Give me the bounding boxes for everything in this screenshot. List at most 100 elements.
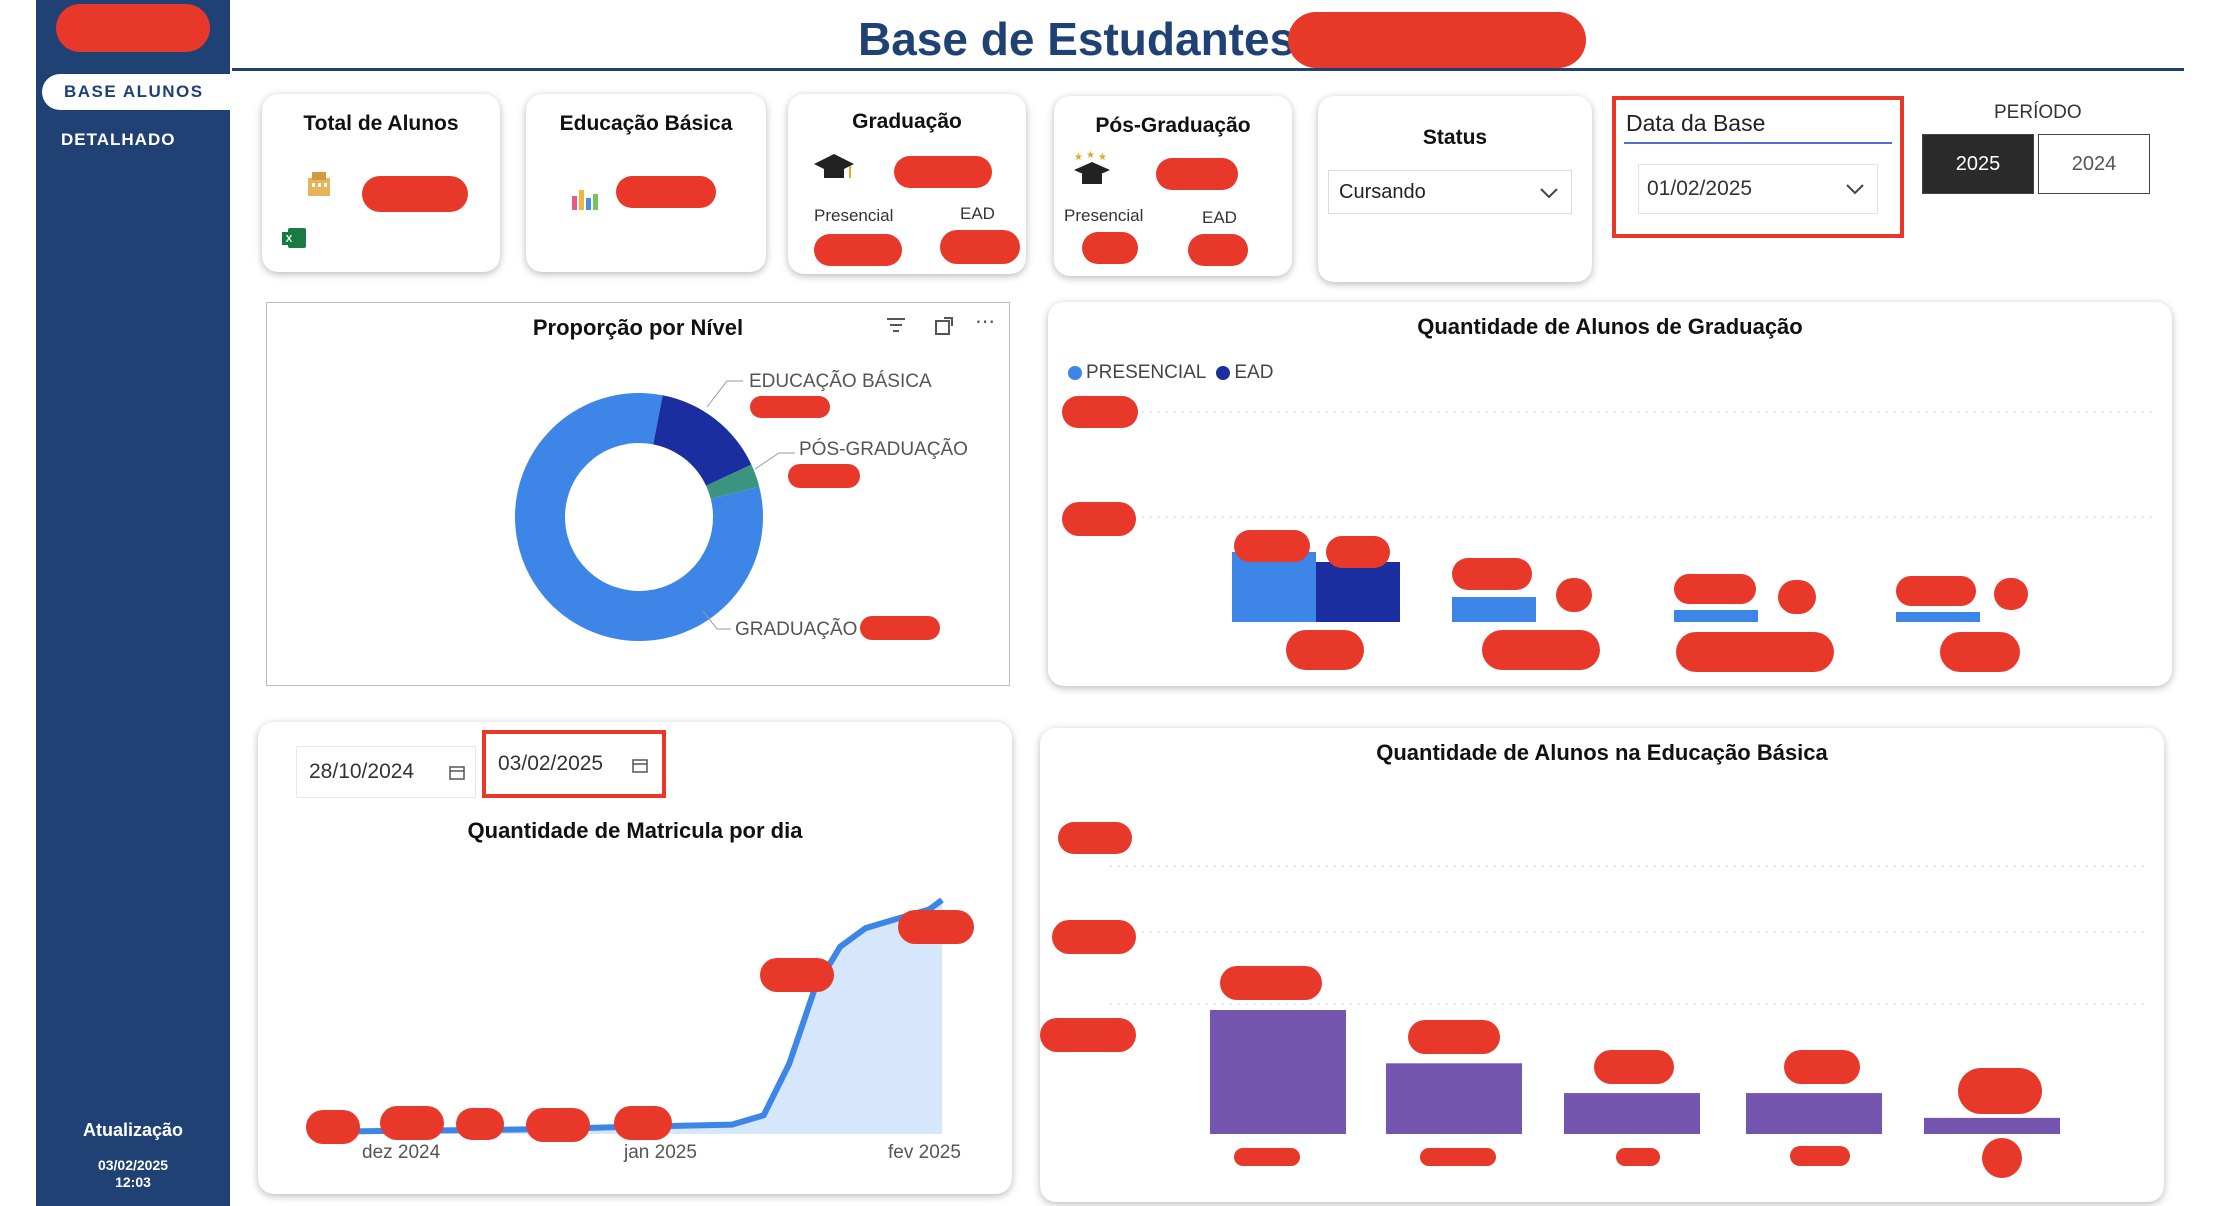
redacted-value (750, 396, 830, 418)
x-tick-jan: jan 2025 (624, 1142, 697, 1163)
redacted-value (1896, 576, 1976, 606)
svg-text:★: ★ (1074, 152, 1083, 163)
redacted-logo (56, 4, 210, 52)
redacted-category (1420, 1148, 1496, 1166)
sidebar (36, 0, 230, 1206)
redacted-value (1778, 580, 1816, 614)
status-slicer: Status (1318, 96, 1592, 282)
redacted-axis-value (1058, 822, 1132, 854)
redacted-value (380, 1106, 444, 1140)
svg-text:★: ★ (1098, 152, 1107, 163)
date-value: 01/02/2025 (1647, 177, 1753, 200)
redacted-category (1286, 630, 1364, 670)
bar-basica (1386, 1063, 1522, 1134)
update-time: 12:03 (115, 1174, 151, 1190)
redacted-value (898, 910, 974, 944)
redacted-value (940, 230, 1020, 264)
redacted-category (1676, 632, 1834, 672)
area-fill (318, 900, 942, 1134)
redacted-value (1594, 1050, 1674, 1084)
sidebar-item-detalhado[interactable]: DETALHADO (61, 130, 176, 149)
page-title: Base de Estudantes (858, 13, 1296, 65)
graduacao-chart-title: Quantidade de Alunos de Graduação (1417, 314, 1803, 339)
svg-text:X: X (286, 234, 293, 245)
kpi-title-total: Total de Alunos (303, 112, 459, 135)
redacted-value (1556, 578, 1592, 612)
redacted-value (306, 1110, 360, 1144)
redacted-category (1234, 1148, 1300, 1166)
redacted-axis-value (1062, 502, 1136, 536)
redacted-value (1784, 1050, 1860, 1084)
redacted-value (1234, 530, 1310, 562)
redacted-value (1082, 232, 1138, 264)
graduation-cap-stars-icon: ★ ★ ★ (1074, 150, 1110, 184)
kpi-card-pos: Pós-Graduação ★ ★ ★ Presencial EAD (1054, 96, 1292, 276)
redacted-category (1790, 1146, 1850, 1166)
bar-basica (1746, 1093, 1882, 1134)
update-date: 03/02/2025 (97, 1157, 169, 1173)
graduacao-legend: PRESENCIAL EAD (1068, 362, 1273, 384)
svg-text:★: ★ (1086, 150, 1095, 161)
redacted-value (894, 156, 992, 188)
range-start-date-input[interactable]: 28/10/2024 (296, 746, 476, 798)
redacted-category (1982, 1138, 2022, 1178)
legend-label-ead: EAD (1234, 362, 1274, 383)
focus-mode-icon[interactable] (933, 315, 955, 337)
donut-chart-title: Proporção por Nível (532, 315, 744, 340)
redacted-category (1616, 1148, 1660, 1166)
redacted-category (1940, 632, 2020, 672)
donut-slice (653, 395, 752, 486)
redacted-value (614, 1106, 672, 1140)
bar-basica (1564, 1093, 1700, 1134)
redacted-value (814, 234, 902, 266)
legend-dot-ead (1216, 366, 1231, 380)
redacted-axis-value (1052, 920, 1136, 954)
legend-dot-presencial (1068, 366, 1082, 380)
redacted-value (1994, 578, 2028, 610)
kpi-title-pos: Pós-Graduação (1095, 114, 1251, 137)
redacted-category (1482, 630, 1600, 670)
title-divider (232, 68, 2184, 71)
range-end-value: 03/02/2025 (498, 752, 604, 775)
redacted-value (1674, 574, 1756, 604)
legend-label-presencial: PRESENCIAL (1086, 362, 1207, 383)
date-label-underline (1624, 142, 1892, 144)
graduation-cap-icon (814, 154, 854, 178)
kpi-title-basica: Educação Básica (559, 112, 733, 135)
status-dropdown[interactable]: Cursando (1328, 170, 1572, 214)
redacted-value (1188, 234, 1248, 266)
status-value: Cursando (1339, 180, 1426, 203)
bar-ead (1316, 562, 1400, 622)
leader-line (706, 380, 743, 408)
basica-bar-chart (1110, 865, 2144, 1134)
redacted-value (616, 176, 716, 208)
period-label: PERÍODO (1994, 102, 2082, 123)
update-label: Atualização (82, 1120, 184, 1140)
sidebar-item-base-alunos[interactable]: BASE ALUNOS (42, 74, 232, 110)
redacted-value (362, 176, 468, 212)
date-dropdown[interactable]: 01/02/2025 (1638, 164, 1878, 214)
range-end-date-input[interactable]: 03/02/2025 (482, 730, 666, 798)
x-tick-dez: dez 2024 (362, 1142, 441, 1163)
date-slicer: Data da Base 01/02/2025 (1612, 96, 1904, 238)
period-2024-button[interactable]: 2024 (2038, 134, 2150, 194)
filter-icon[interactable] (885, 315, 907, 335)
calendar-icon (449, 766, 465, 780)
redacted-value (1408, 1020, 1500, 1054)
redacted-title-suffix (1288, 12, 1586, 68)
range-start-value: 28/10/2024 (309, 760, 415, 783)
donut-label-graduacao: GRADUAÇÃO (735, 619, 858, 640)
period-2025-button[interactable]: 2025 (1922, 134, 2034, 194)
redacted-axis-value (1040, 1018, 1136, 1052)
excel-icon[interactable]: X (282, 226, 308, 250)
kpi-label-presencial: Presencial (814, 206, 894, 225)
graduacao-chart-panel: Quantidade de Alunos de Graduação PRESEN… (1048, 302, 2172, 686)
date-label: Data da Base (1626, 110, 1766, 136)
more-options-icon[interactable]: ⋯ (975, 311, 995, 333)
redacted-value (1220, 966, 1322, 1000)
chevron-down-icon (1846, 184, 1864, 195)
calendar-icon (632, 759, 648, 773)
bar-basica (1210, 1010, 1346, 1134)
chevron-down-icon (1540, 188, 1558, 199)
kpi-title-graduacao: Graduação (852, 110, 962, 133)
